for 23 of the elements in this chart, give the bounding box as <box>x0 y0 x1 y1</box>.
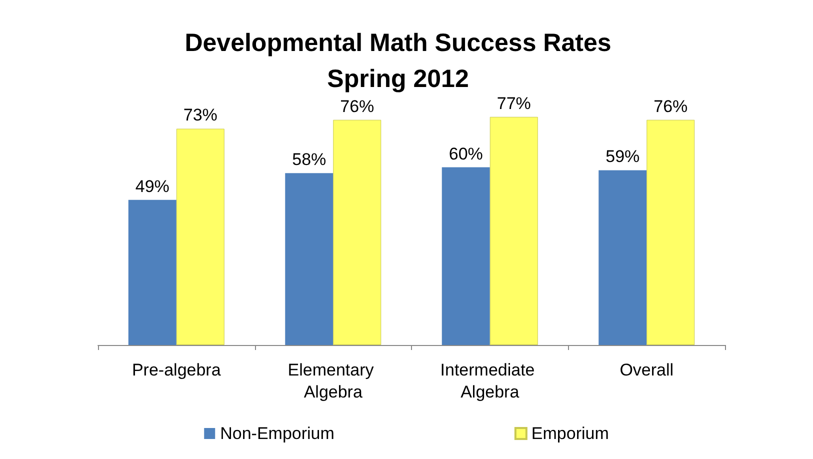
x-tick-label: Intermediate Algebra <box>440 360 540 402</box>
legend-label: Non-Emporium <box>220 424 334 443</box>
bar <box>333 120 382 345</box>
bar <box>128 200 176 345</box>
data-label: 76% <box>654 96 688 116</box>
data-label: 77% <box>496 94 531 113</box>
x-tick-label: Overall <box>620 360 674 380</box>
bar <box>285 173 334 345</box>
data-label: 49% <box>135 176 170 196</box>
bar <box>646 120 695 345</box>
bar <box>598 170 647 345</box>
bar <box>490 116 538 345</box>
bar <box>176 128 224 345</box>
x-tick-label: Elementary Algebra <box>288 360 378 402</box>
legend-label: Emporium <box>531 424 609 443</box>
chart-title: Developmental Math Success Rates Spring 2012 <box>184 29 612 93</box>
data-label: 60% <box>448 144 483 164</box>
data-label: 58% <box>292 150 326 170</box>
data-label: 73% <box>183 106 218 125</box>
x-tick-label: Pre-algebra <box>132 360 222 380</box>
bar <box>442 167 490 345</box>
data-label: 59% <box>606 147 640 166</box>
data-label: 76% <box>340 96 374 116</box>
